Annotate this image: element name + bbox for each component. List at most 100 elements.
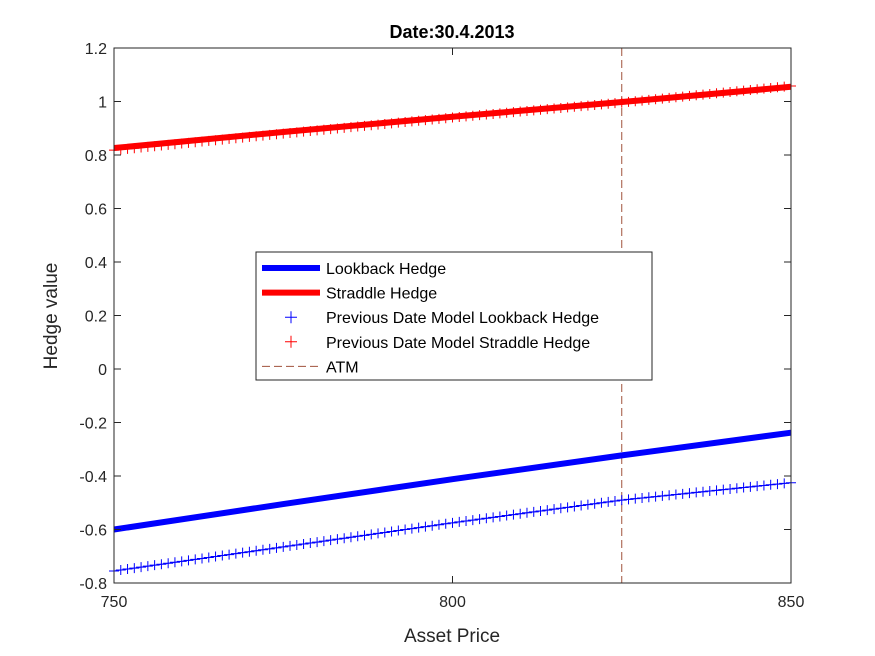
legend-label: Straddle Hedge [326, 286, 437, 303]
x-axis-label: Asset Price [404, 626, 500, 647]
data-point [190, 554, 201, 565]
data-point [596, 497, 607, 508]
y-tick-label: -0.2 [79, 416, 107, 433]
data-point [278, 541, 289, 552]
y-tick-label: -0.4 [79, 469, 107, 486]
data-point [752, 481, 763, 492]
data-point [779, 478, 790, 489]
data-point [569, 501, 580, 512]
legend-box [255, 251, 653, 381]
legend-label: Previous Date Model Straddle Hedge [326, 335, 590, 352]
y-tick-label: 0.4 [85, 255, 107, 272]
y-tick-label: -0.8 [79, 576, 107, 593]
data-point [508, 509, 519, 520]
data-point [549, 504, 560, 515]
x-tick-label: 750 [101, 594, 128, 611]
data-point [582, 499, 593, 510]
data-point [494, 511, 505, 522]
data-point [711, 485, 722, 496]
data-point [379, 527, 390, 538]
data-point [203, 552, 214, 563]
data-point [352, 531, 363, 542]
data-point [230, 548, 241, 559]
data-point [501, 510, 512, 521]
data-point [630, 493, 641, 504]
data-point [772, 479, 783, 490]
y-axis-label: Hedge value [41, 263, 62, 370]
data-point [285, 540, 296, 551]
data-point [555, 503, 566, 514]
data-point [318, 536, 329, 547]
data-point [433, 519, 444, 530]
y-tick-label: 0.6 [85, 202, 107, 219]
data-point [758, 480, 769, 491]
data-point [312, 537, 323, 548]
data-point [298, 538, 309, 549]
data-point [149, 560, 160, 571]
data-point [725, 483, 736, 494]
data-point [704, 486, 715, 497]
y-tick-label: 0.8 [85, 148, 107, 165]
data-point [745, 481, 756, 492]
data-point [697, 486, 708, 497]
data-point [393, 525, 404, 536]
data-point [122, 564, 133, 575]
legend-label: Lookback Hedge [326, 261, 446, 278]
data-point [589, 498, 600, 509]
y-tick-label: 1 [98, 95, 107, 112]
x-tick-label: 800 [439, 594, 466, 611]
data-point [210, 551, 221, 562]
data-point [616, 495, 627, 506]
series-line [113, 83, 792, 152]
legend-item-previous-date-model-lookback-hedge: Previous Date Model Lookback Hedge [285, 310, 599, 327]
data-point [413, 522, 424, 533]
data-point [176, 556, 187, 567]
data-point [373, 528, 384, 539]
data-point [257, 544, 268, 555]
legend-item-lookback-hedge: Lookback Hedge [262, 261, 446, 278]
data-point [339, 533, 350, 544]
data-point [447, 517, 458, 528]
chart-title: Date:30.4.2013 [389, 22, 514, 42]
legend-item-straddle-hedge: Straddle Hedge [262, 286, 437, 303]
data-point [528, 506, 539, 517]
data-point [271, 542, 282, 553]
data-point [488, 512, 499, 523]
data-point [163, 558, 174, 569]
x-tick-label: 850 [778, 594, 805, 611]
series-line [113, 429, 792, 533]
series-previous-date-model-lookback-hedge [109, 477, 796, 576]
data-point [400, 524, 411, 535]
data-point [576, 500, 587, 511]
data-point [224, 549, 235, 560]
ticks-layer: 750 800 850 -0.8 -0.6 -0.4 -0.2 0 0.2 0.4 0.6 0.8 1 1… [79, 41, 804, 611]
data-point [366, 529, 377, 540]
data-point [650, 491, 661, 502]
data-point [461, 515, 472, 526]
data-point [609, 495, 620, 506]
data-point [637, 492, 648, 503]
data-point [454, 516, 465, 527]
data-point [684, 488, 695, 499]
data-point [142, 561, 153, 572]
data-point [244, 546, 255, 557]
series-lookback-hedge [113, 429, 792, 533]
series-layer [109, 48, 796, 583]
legend-label: ATM [326, 359, 359, 376]
data-point [332, 534, 343, 545]
data-point [562, 502, 573, 513]
y-tick-label: -0.6 [79, 523, 107, 540]
data-point [115, 565, 126, 575]
data-point [359, 530, 370, 541]
data-point [603, 496, 614, 507]
data-point [440, 518, 451, 529]
data-point [169, 557, 180, 568]
data-point [657, 490, 668, 501]
data-point [129, 563, 140, 574]
data-point [467, 515, 478, 526]
legend: Lookback Hedge Straddle Hedge Previous Dat… [255, 251, 653, 381]
data-point [136, 562, 147, 573]
data-point [325, 535, 336, 546]
legend-item-previous-date-model-straddle-hedge: Previous Date Model Straddle Hedge [285, 335, 590, 352]
data-point [664, 490, 675, 501]
